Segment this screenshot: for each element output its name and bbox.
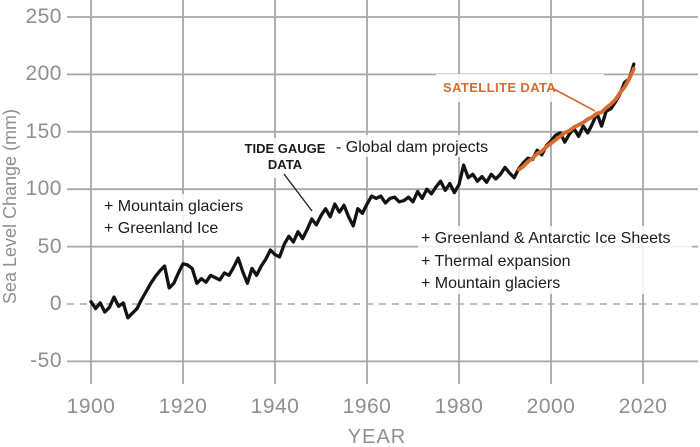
dam-projects-annotation: - Global dam projects <box>336 139 489 156</box>
tide-gauge-leader-line <box>283 173 313 212</box>
y-tick-label: 250 <box>25 5 62 28</box>
x-tick-label: 2000 <box>526 395 576 418</box>
tide-gauge-data-label: TIDE GAUGE DATA <box>244 141 326 172</box>
satellite-data-label: SATELLITE DATA <box>443 80 557 95</box>
x-tick-label: 2020 <box>618 395 668 418</box>
label-backdrop <box>418 226 692 294</box>
x-tick-label: 1920 <box>158 395 208 418</box>
modern-drivers-annotation: + Greenland & Antarctic Ice Sheets + The… <box>421 230 671 292</box>
early-drivers-annotation: + Mountain glaciers + Greenland Ice <box>104 198 244 237</box>
label-backdrop <box>241 138 329 178</box>
y-tick-label: 100 <box>25 177 62 201</box>
y-tick-label: 200 <box>25 62 62 86</box>
satellite-line <box>516 66 636 172</box>
y-tick-label: 150 <box>25 119 62 143</box>
y-tick-label: 0 <box>49 292 62 315</box>
y-tick-label: -50 <box>30 349 62 373</box>
label-backdrop <box>97 194 259 240</box>
satellite-leader-line <box>551 87 596 112</box>
x-tick-label: 1940 <box>250 395 300 418</box>
label-backdrop <box>332 135 504 157</box>
x-axis-title: YEAR <box>347 426 407 447</box>
x-tick-label: 1960 <box>342 395 392 418</box>
x-tick-label: 1900 <box>66 395 116 418</box>
y-tick-label: 50 <box>37 234 62 258</box>
x-tick-label: 1980 <box>434 395 484 418</box>
label-backdrop <box>436 74 604 102</box>
